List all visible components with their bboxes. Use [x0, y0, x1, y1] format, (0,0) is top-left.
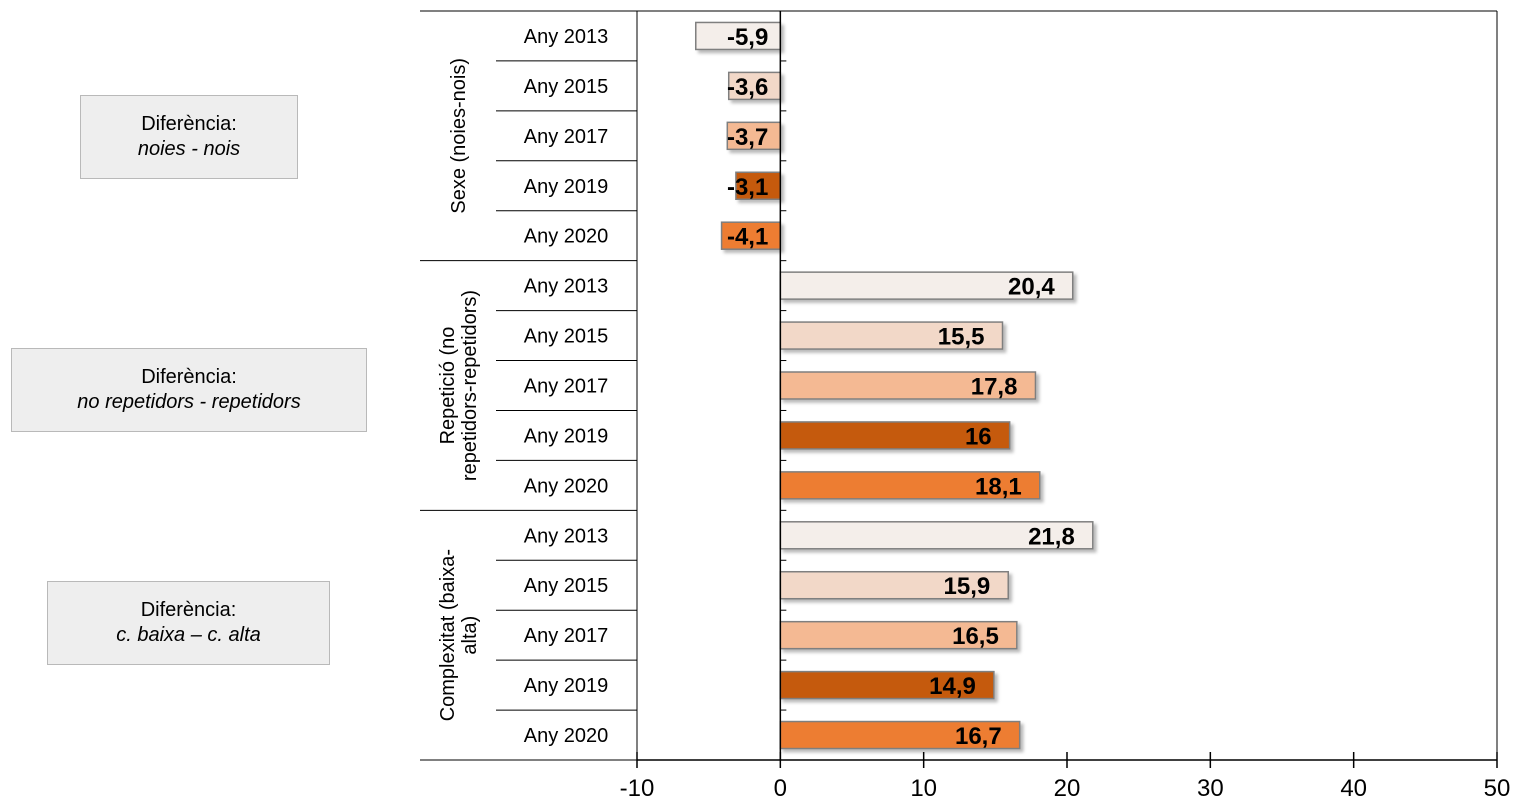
x-tick-label: 10: [910, 775, 937, 802]
bar: [779, 620, 1018, 650]
bar: [779, 521, 1094, 550]
data-label: 16: [965, 423, 992, 450]
bar: [726, 121, 782, 151]
category-label: Any 2013: [524, 525, 609, 547]
category-label: Any 2020: [524, 475, 609, 497]
category-label: Any 2015: [524, 575, 609, 597]
data-label: -4,1: [727, 224, 768, 251]
note-heading: Diferència:: [140, 599, 237, 621]
data-label: 15,9: [944, 573, 991, 600]
category-label: Any 2017: [524, 376, 609, 398]
category-label: Any 2019: [524, 425, 609, 447]
data-label: 16,7: [955, 723, 1002, 750]
bar: [720, 221, 782, 250]
x-tick-label: 0: [774, 775, 787, 802]
category-label: Any 2013: [524, 26, 609, 48]
category-label: Any 2015: [524, 326, 609, 348]
group-label: Sexe (noies-nois): [448, 58, 470, 214]
group-label: Complexitat (baixa-alta): [437, 549, 481, 721]
bar: [779, 421, 1011, 450]
data-label: 20,4: [1008, 274, 1055, 301]
category-label: Any 2019: [524, 176, 609, 198]
bar: [779, 570, 1009, 600]
note-detail: noies - nois: [137, 138, 241, 160]
category-label: Any 2020: [524, 226, 609, 248]
group-label: Repetició (norepetidors-repetidors): [437, 290, 481, 481]
difference-note-complexity: Diferència: c. baixa – c. alta: [47, 581, 330, 665]
x-tick-label: 20: [1054, 775, 1081, 802]
data-label: 17,8: [971, 374, 1018, 401]
bar: [779, 321, 1004, 350]
note-heading: Diferència:: [141, 113, 237, 135]
category-label: Any 2019: [524, 675, 609, 697]
bar: [695, 21, 782, 51]
data-label: -3,7: [727, 124, 768, 151]
note-detail: no repetidors - repetidors: [77, 391, 301, 413]
data-label: -3,1: [727, 174, 768, 201]
data-label: 18,1: [975, 473, 1022, 500]
x-tick-label: 30: [1197, 775, 1224, 802]
note-heading: Diferència:: [141, 366, 237, 388]
x-tick-label: -10: [620, 775, 655, 802]
data-label: 14,9: [929, 673, 976, 700]
data-label: 16,5: [952, 623, 999, 650]
category-label: Any 2015: [524, 76, 609, 98]
data-label: 15,5: [938, 324, 985, 351]
data-label: -5,9: [727, 24, 768, 51]
bar: [779, 271, 1074, 300]
bar: [779, 371, 1037, 400]
data-label: 21,8: [1028, 523, 1075, 550]
x-tick-label: 50: [1484, 775, 1511, 802]
difference-note-sex: Diferència: noies - nois: [80, 95, 298, 179]
category-label: Any 2017: [524, 625, 609, 647]
category-label: Any 2017: [524, 126, 609, 148]
bar: [779, 720, 1021, 750]
x-tick-label: 40: [1340, 775, 1367, 802]
category-label: Any 2013: [524, 276, 609, 298]
category-label: Any 2020: [524, 725, 609, 747]
data-label: -3,6: [727, 74, 768, 101]
note-detail: c. baixa – c. alta: [116, 624, 261, 646]
difference-note-repetition: Diferència: no repetidors - repetidors: [11, 348, 367, 432]
